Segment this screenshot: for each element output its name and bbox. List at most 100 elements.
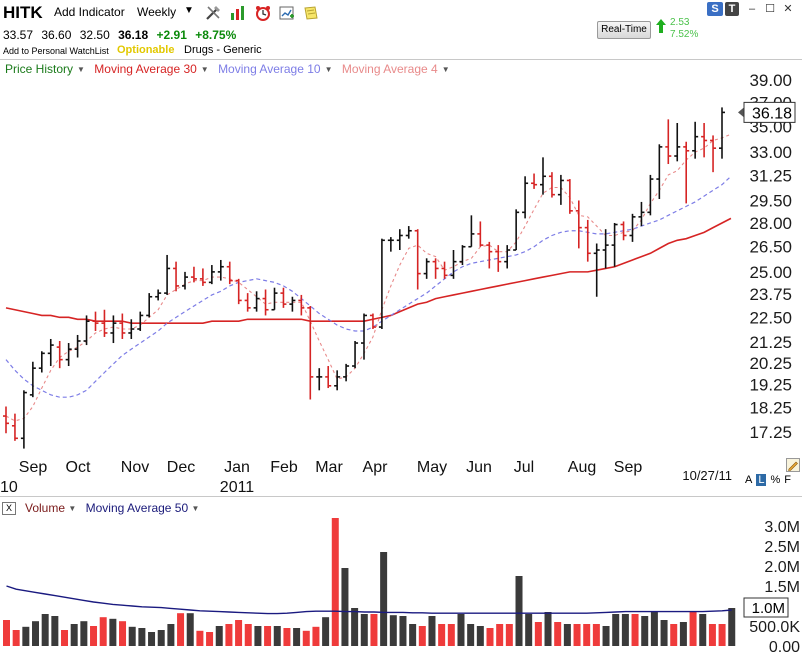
legend-ma30[interactable]: Moving Average 30 [94, 62, 197, 76]
alarm-clock-icon[interactable] [254, 4, 272, 22]
add-chart-icon[interactable] [278, 4, 296, 22]
price-bar [369, 313, 376, 330]
close-pane-button[interactable]: X [2, 502, 16, 516]
pencil-icon[interactable] [786, 458, 800, 472]
price-legend: Price History ▼ Moving Average 30 ▼ Moving… [5, 62, 456, 76]
legend-price-history[interactable]: Price History [5, 62, 74, 76]
volume-bar [389, 615, 397, 646]
period-select[interactable]: Weekly [137, 5, 177, 19]
price-axis-label: 21.25 [749, 333, 792, 352]
scale-log-button[interactable]: L [756, 474, 767, 486]
price-bar [674, 123, 681, 162]
chevron-down-icon[interactable]: ▼ [184, 5, 194, 16]
price-bar [575, 200, 582, 249]
volume-bar [699, 614, 707, 646]
realtime-change-pct: 7.52% [670, 29, 699, 40]
price-bar [226, 261, 233, 285]
volume-bar [467, 624, 475, 646]
volume-bar [3, 620, 10, 646]
price-bar [459, 245, 466, 266]
maximize-icon[interactable]: ☐ [765, 3, 775, 15]
symbol-label[interactable]: HITK [3, 3, 43, 22]
scale-a-button[interactable]: A [745, 474, 753, 486]
volume-bar [167, 624, 175, 646]
chevron-down-icon[interactable]: ▼ [191, 504, 200, 513]
volume-bar [718, 624, 726, 646]
price-axis-label: 31.25 [749, 167, 792, 186]
scale-percent-button[interactable]: % [770, 474, 781, 486]
volume-bar [293, 628, 301, 646]
volume-bar [302, 630, 310, 646]
price-bar [629, 213, 636, 242]
price-bar [683, 141, 690, 204]
legend-ma4[interactable]: Moving Average 4 [341, 62, 438, 76]
price-bar [378, 238, 385, 330]
price-bar [208, 265, 215, 285]
price-axis-label: 28.00 [749, 214, 792, 233]
s-button[interactable]: S [707, 2, 723, 16]
x-axis-label: Jun [466, 459, 492, 476]
price-bar [65, 343, 72, 367]
price-bar [20, 390, 27, 449]
volume-legend: X Volume ▼ Moving Average 50 ▼ [0, 501, 205, 516]
year-label: 2011 [220, 479, 255, 496]
price-axis-label: 22.50 [749, 308, 792, 327]
volume-bar [186, 613, 194, 646]
volume-bar [399, 616, 407, 646]
add-indicator-button[interactable]: Add Indicator [54, 5, 125, 19]
volume-bar [99, 617, 107, 646]
tools-icon[interactable] [204, 4, 222, 22]
price-bar [414, 229, 421, 290]
legend-vol-ma50[interactable]: Moving Average 50 [85, 501, 189, 515]
industry-label[interactable]: Drugs - Generic [184, 44, 262, 56]
chevron-down-icon[interactable]: ▼ [324, 65, 333, 74]
volume-bar [486, 628, 494, 646]
price-bar [307, 305, 314, 400]
s-button-label: S [711, 3, 719, 15]
volume-bar [32, 621, 40, 646]
chevron-down-icon[interactable]: ▼ [441, 65, 450, 74]
add-to-watchlist-link[interactable]: Add to Personal WatchList [3, 46, 109, 56]
volume-bar [525, 614, 533, 646]
price-bar [137, 311, 144, 331]
x-axis-label: Jan [224, 459, 250, 476]
bar-chart-icon[interactable] [229, 4, 247, 22]
price-bar [593, 243, 600, 297]
volume-axis-label: 2.5M [764, 539, 800, 556]
volume-bar [70, 624, 78, 646]
price-axis-label: 23.75 [749, 285, 792, 304]
volume-bar [728, 608, 736, 646]
x-axis-label: Dec [167, 459, 195, 476]
last-price-box [743, 101, 796, 123]
price-bar [173, 261, 180, 292]
t-button-label: T [728, 3, 736, 15]
volume-bar [418, 626, 426, 646]
t-button[interactable]: T [725, 2, 739, 16]
price-axis-label: 33.00 [749, 143, 792, 162]
volume-bar [457, 614, 465, 646]
minimize-icon[interactable]: – [748, 3, 756, 15]
note-icon[interactable] [302, 4, 320, 22]
price-bar [477, 221, 484, 247]
volume-axis-label: 2.0M [764, 559, 800, 576]
volume-bar [244, 624, 252, 646]
x-axis-label: Aug [568, 459, 596, 476]
close-icon[interactable]: ✕ [783, 3, 793, 15]
volume-bar [554, 622, 562, 646]
price-bar [441, 261, 448, 279]
x-axis-label: Sep [19, 459, 48, 476]
volume-bar [505, 624, 513, 646]
price-bar [638, 201, 645, 227]
chevron-down-icon[interactable]: ▼ [68, 504, 77, 513]
chevron-down-icon[interactable]: ▼ [200, 65, 209, 74]
chevron-down-icon[interactable]: ▼ [77, 65, 85, 74]
scale-f-button[interactable]: F [784, 474, 791, 486]
legend-ma10[interactable]: Moving Average 10 [218, 62, 321, 76]
volume-bar [41, 614, 49, 646]
realtime-button[interactable]: Real-Time [597, 21, 651, 39]
legend-volume[interactable]: Volume [25, 501, 66, 515]
price-bar [190, 266, 197, 283]
price-bar [128, 319, 135, 339]
x-axis-label: Sep [614, 459, 643, 476]
